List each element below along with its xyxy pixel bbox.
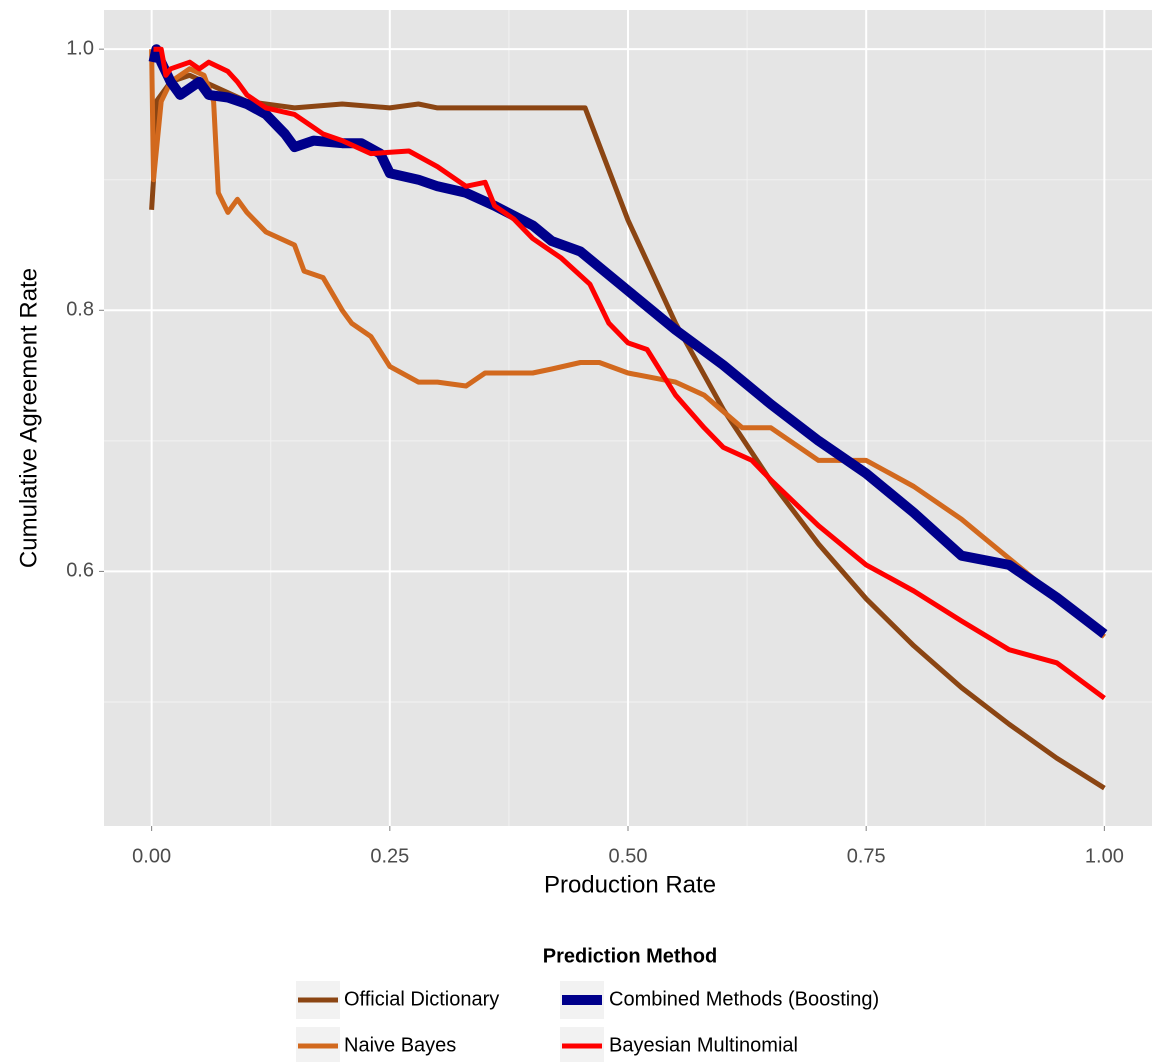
legend-label: Bayesian Multinomial <box>609 1034 798 1056</box>
y-tick-label: 0.8 <box>66 299 94 321</box>
y-tick-label: 1.0 <box>66 37 94 59</box>
legend-label: Naive Bayes <box>344 1034 456 1056</box>
y-axis-title: Cumulative Agreement Rate <box>15 268 42 568</box>
series-line <box>149 72 1106 791</box>
x-tick-label: 0.50 <box>609 845 648 867</box>
series-line <box>148 44 1108 639</box>
x-tick-label: 0.25 <box>370 845 409 867</box>
x-tick-label: 0.00 <box>132 845 171 867</box>
x-axis-title: Production Rate <box>544 871 716 898</box>
series-line <box>153 46 1106 701</box>
x-tick-label: 1.00 <box>1085 845 1124 867</box>
legend-label: Official Dictionary <box>344 988 499 1010</box>
legend-label: Combined Methods (Boosting) <box>609 988 879 1010</box>
y-tick-label: 0.6 <box>66 560 94 582</box>
x-tick-label: 0.75 <box>847 845 886 867</box>
legend-title: Prediction Method <box>543 945 717 967</box>
